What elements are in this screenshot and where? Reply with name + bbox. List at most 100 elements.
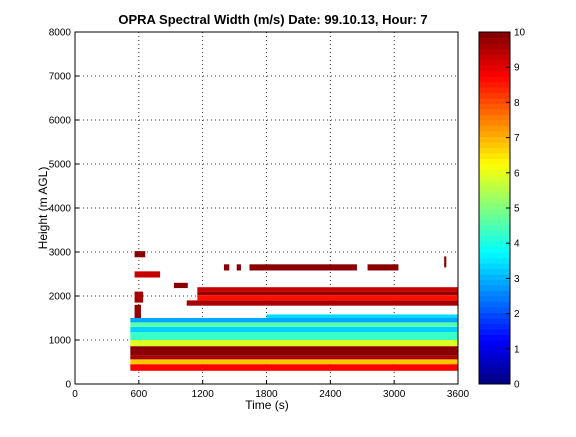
colorbar-tick-label: 2	[514, 309, 520, 320]
colorbar-band	[479, 268, 510, 275]
colorbar-band	[479, 208, 510, 214]
colorbar-band	[479, 263, 510, 269]
colorbar-band	[479, 351, 510, 357]
y-tick-label: 3000	[49, 248, 72, 259]
colorbar-band	[479, 356, 510, 363]
colorbar-band	[479, 87, 510, 93]
colorbar-band	[479, 158, 510, 165]
colorbar-tick-label: 9	[514, 63, 520, 74]
colorbar-band	[479, 340, 510, 346]
colorbar-tick-label: 10	[514, 28, 526, 39]
y-axis-label: Height (m AGL)	[36, 167, 50, 250]
colorbar-band	[479, 296, 510, 302]
heatmap-layer-4	[130, 340, 459, 347]
colorbar-band	[479, 43, 510, 49]
x-tick-label: 1800	[255, 389, 278, 400]
colorbar-band	[479, 164, 510, 170]
colorbar-band	[479, 235, 510, 242]
colorbar-band	[479, 142, 510, 148]
heatmap-layer-22	[236, 264, 241, 271]
y-tick-label: 6000	[49, 116, 72, 127]
colorbar-band	[479, 81, 510, 88]
colorbar-band	[479, 329, 510, 335]
heatmap-layer-8	[130, 318, 459, 323]
heatmap-layer-10	[186, 300, 459, 306]
colorbar-band	[479, 257, 510, 264]
colorbar-band	[479, 318, 510, 324]
heatmap-layer-20	[173, 282, 188, 289]
colorbar-band	[479, 114, 510, 121]
colorbar-band	[479, 334, 510, 341]
colorbar-band	[479, 274, 510, 280]
colorbar-tick-label: 7	[514, 133, 520, 144]
chart-title: OPRA Spectral Width (m/s) Date: 99.10.13…	[118, 12, 427, 27]
x-axis-ticks: 0 600 1200 1800 2400 3000 3600	[72, 380, 470, 400]
heatmap-layer-11	[197, 295, 458, 301]
colorbar: 0 1 2 3 4 5 6 7 8 9 10	[478, 28, 526, 391]
colorbar-tick-label: 1	[514, 344, 520, 355]
colorbar-band	[479, 120, 510, 126]
x-tick-label: 600	[130, 389, 147, 400]
colorbar-band	[479, 290, 510, 297]
colorbar-band	[479, 153, 510, 159]
colorbar-band	[479, 230, 510, 236]
colorbar-tick-label: 6	[514, 168, 520, 179]
colorbar-band	[479, 54, 510, 60]
colorbar-band	[479, 92, 510, 99]
heatmap-layer-17	[134, 251, 146, 258]
heatmap-layer-23	[444, 256, 447, 268]
colorbar-band	[479, 378, 510, 385]
colorbar-band	[479, 312, 510, 319]
colorbar-band	[479, 76, 510, 82]
colorbar-band	[479, 197, 510, 203]
colorbar-band	[479, 131, 510, 137]
colorbar-band	[479, 180, 510, 187]
colorbar-tick-label: 5	[514, 204, 520, 215]
x-axis-label: Time (s)	[245, 398, 289, 412]
colorbar-band	[479, 191, 510, 198]
colorbar-band	[479, 323, 510, 330]
colorbar-band	[479, 202, 510, 209]
colorbar-band	[479, 246, 510, 253]
colorbar-band	[479, 125, 510, 132]
colorbar-band	[479, 252, 510, 258]
heatmap-layer-19	[134, 304, 141, 318]
y-tick-label: 2000	[49, 292, 72, 303]
y-tick-label: 8000	[49, 28, 72, 39]
heatmap-layer-18	[134, 291, 144, 303]
colorbar-band	[479, 213, 510, 220]
colorbar-band	[479, 103, 510, 110]
heatmap-layer-21	[223, 264, 230, 271]
colorbar-band	[479, 219, 510, 225]
colorbar-band	[479, 65, 510, 71]
y-tick-label: 1000	[49, 336, 72, 347]
colorbar-tick-label: 3	[514, 274, 520, 285]
heatmap-layer-6	[130, 326, 459, 333]
colorbar-band	[479, 241, 510, 247]
colorbar-band	[479, 301, 510, 308]
x-tick-label: 3000	[383, 389, 406, 400]
colorbar-band	[479, 367, 510, 374]
heatmap-layer-14	[249, 264, 357, 271]
colorbar-tick-label: 4	[514, 239, 520, 250]
colorbar-band	[479, 362, 510, 368]
colorbar-band	[479, 285, 510, 291]
y-tick-label: 7000	[49, 72, 72, 83]
y-axis-ticks: 0 1000 2000 3000 4000 5000 6000 7000 8000	[49, 28, 79, 391]
x-tick-label: 2400	[319, 389, 342, 400]
colorbar-band	[479, 307, 510, 313]
y-tick-label: 5000	[49, 160, 72, 171]
heatmap-layer-1	[130, 359, 459, 365]
colorbar-band	[479, 70, 510, 77]
colorbar-band	[479, 37, 510, 44]
colorbar-band	[479, 59, 510, 66]
colorbar-band	[479, 345, 510, 352]
colorbar-tick-label: 8	[514, 98, 520, 109]
colorbar-band	[479, 373, 510, 379]
colorbar-band	[479, 279, 510, 286]
colorbar-band	[479, 136, 510, 143]
y-tick-label: 4000	[49, 204, 72, 215]
colorbar-tick-label: 0	[514, 380, 520, 391]
heatmap-layer-15	[367, 264, 399, 271]
